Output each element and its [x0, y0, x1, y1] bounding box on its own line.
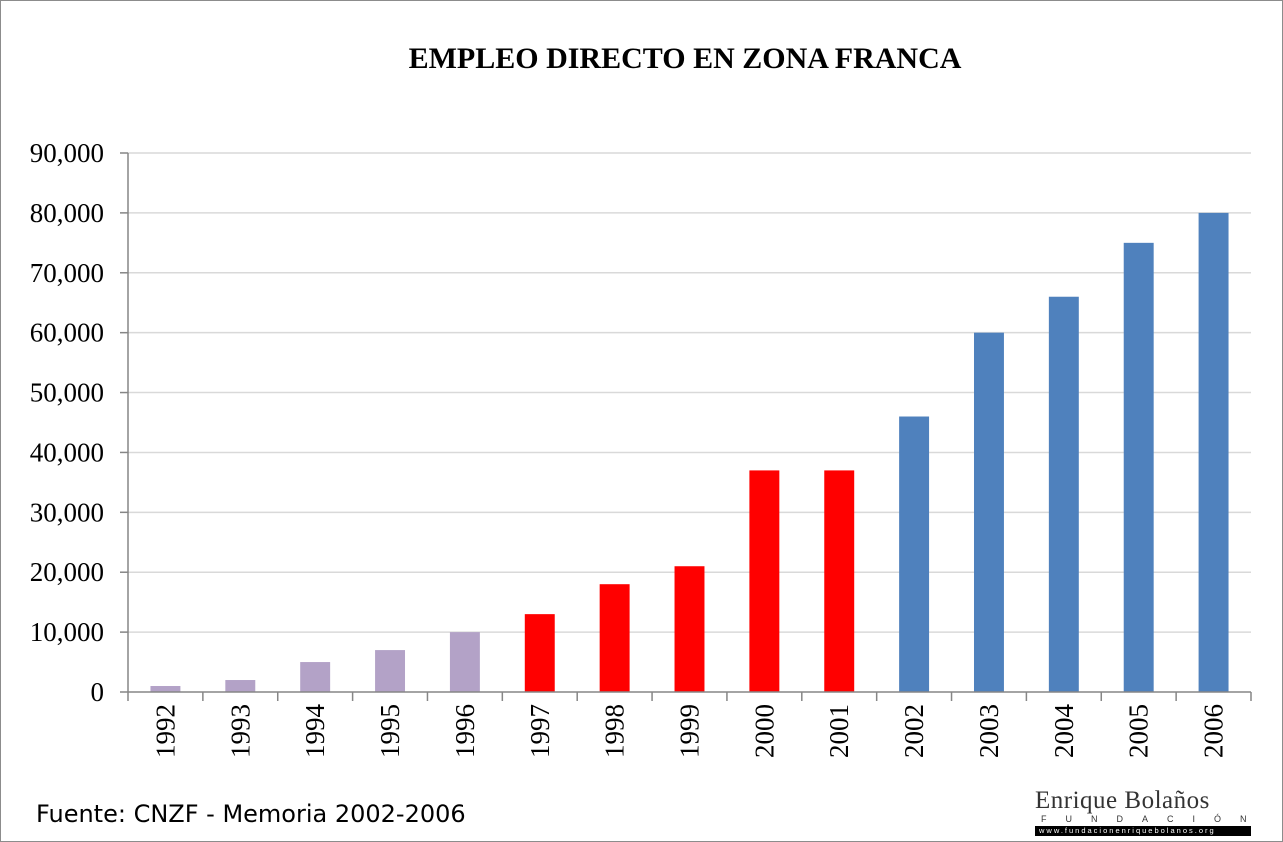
- chart-title: EMPLEO DIRECTO EN ZONA FRANCA: [409, 42, 962, 75]
- y-tick-label: 70,000: [30, 258, 104, 288]
- source-note: Fuente: CNZF - Memoria 2002-2006: [36, 800, 466, 828]
- x-tick-label: 2004: [1049, 704, 1079, 759]
- y-tick-label: 10,000: [30, 617, 104, 647]
- y-tick-label: 60,000: [30, 318, 104, 348]
- fundacion-logo: Enrique Bolaños FUNDACIÓN www.fundacione…: [1035, 788, 1251, 836]
- bar-2006: [1198, 212, 1229, 692]
- bar-2005: [1123, 242, 1154, 693]
- bar-1994: [300, 662, 331, 692]
- bar-1998: [599, 584, 630, 692]
- x-tick-label: 2000: [749, 704, 779, 758]
- x-tick-label: 1994: [300, 704, 330, 759]
- y-tick-label: 50,000: [30, 378, 104, 408]
- bar-1997: [524, 614, 555, 692]
- bar-1995: [375, 650, 406, 692]
- y-tick-labels: 0 10,000 20,000 30,000 40,000 50,000 60,000 70,…: [30, 138, 104, 707]
- x-tick-label: 2005: [1124, 704, 1154, 758]
- y-tick-label: 0: [91, 677, 105, 707]
- x-tick-label: 2003: [974, 704, 1004, 758]
- x-tick-label: 1996: [450, 704, 480, 758]
- bar-2001: [824, 470, 855, 692]
- bar-1993: [225, 680, 256, 692]
- y-tick-label: 30,000: [30, 497, 104, 527]
- bar-2002: [899, 416, 930, 692]
- x-tick-label: 2006: [1199, 704, 1229, 758]
- x-tick-label: 1993: [225, 704, 255, 758]
- y-tick-label: 20,000: [30, 557, 104, 587]
- bar-1999: [674, 566, 705, 692]
- bar-1996: [449, 632, 480, 692]
- x-tick-label: 1999: [675, 704, 705, 758]
- x-tick-label: 2002: [899, 704, 929, 758]
- x-tick-label: 1998: [600, 704, 630, 758]
- logo-subtitle: FUNDACIÓN: [1041, 814, 1266, 824]
- bar-1992: [150, 686, 181, 692]
- logo-name: Enrique Bolaños: [1035, 787, 1210, 814]
- y-tick-label: 90,000: [30, 138, 104, 168]
- logo-url: www.fundacionenriquebolanos.org: [1035, 826, 1251, 836]
- x-tick-label: 1995: [375, 704, 405, 758]
- x-tick-labels: 1992 1993 1994 1995 1996 1997 1998 1999 2000 2001…: [150, 704, 1228, 759]
- grid-lines: [128, 152, 1251, 633]
- bar-2000: [749, 470, 780, 692]
- y-tick-label: 80,000: [30, 198, 104, 228]
- bar-2004: [1048, 296, 1079, 692]
- bar-2003: [973, 332, 1004, 692]
- x-tick-label: 1997: [525, 704, 555, 758]
- x-tick-label: 2001: [824, 704, 854, 758]
- bars: [150, 212, 1229, 693]
- axes: [120, 152, 1252, 701]
- y-tick-label: 40,000: [30, 437, 104, 467]
- x-tick-label: 1992: [150, 704, 180, 758]
